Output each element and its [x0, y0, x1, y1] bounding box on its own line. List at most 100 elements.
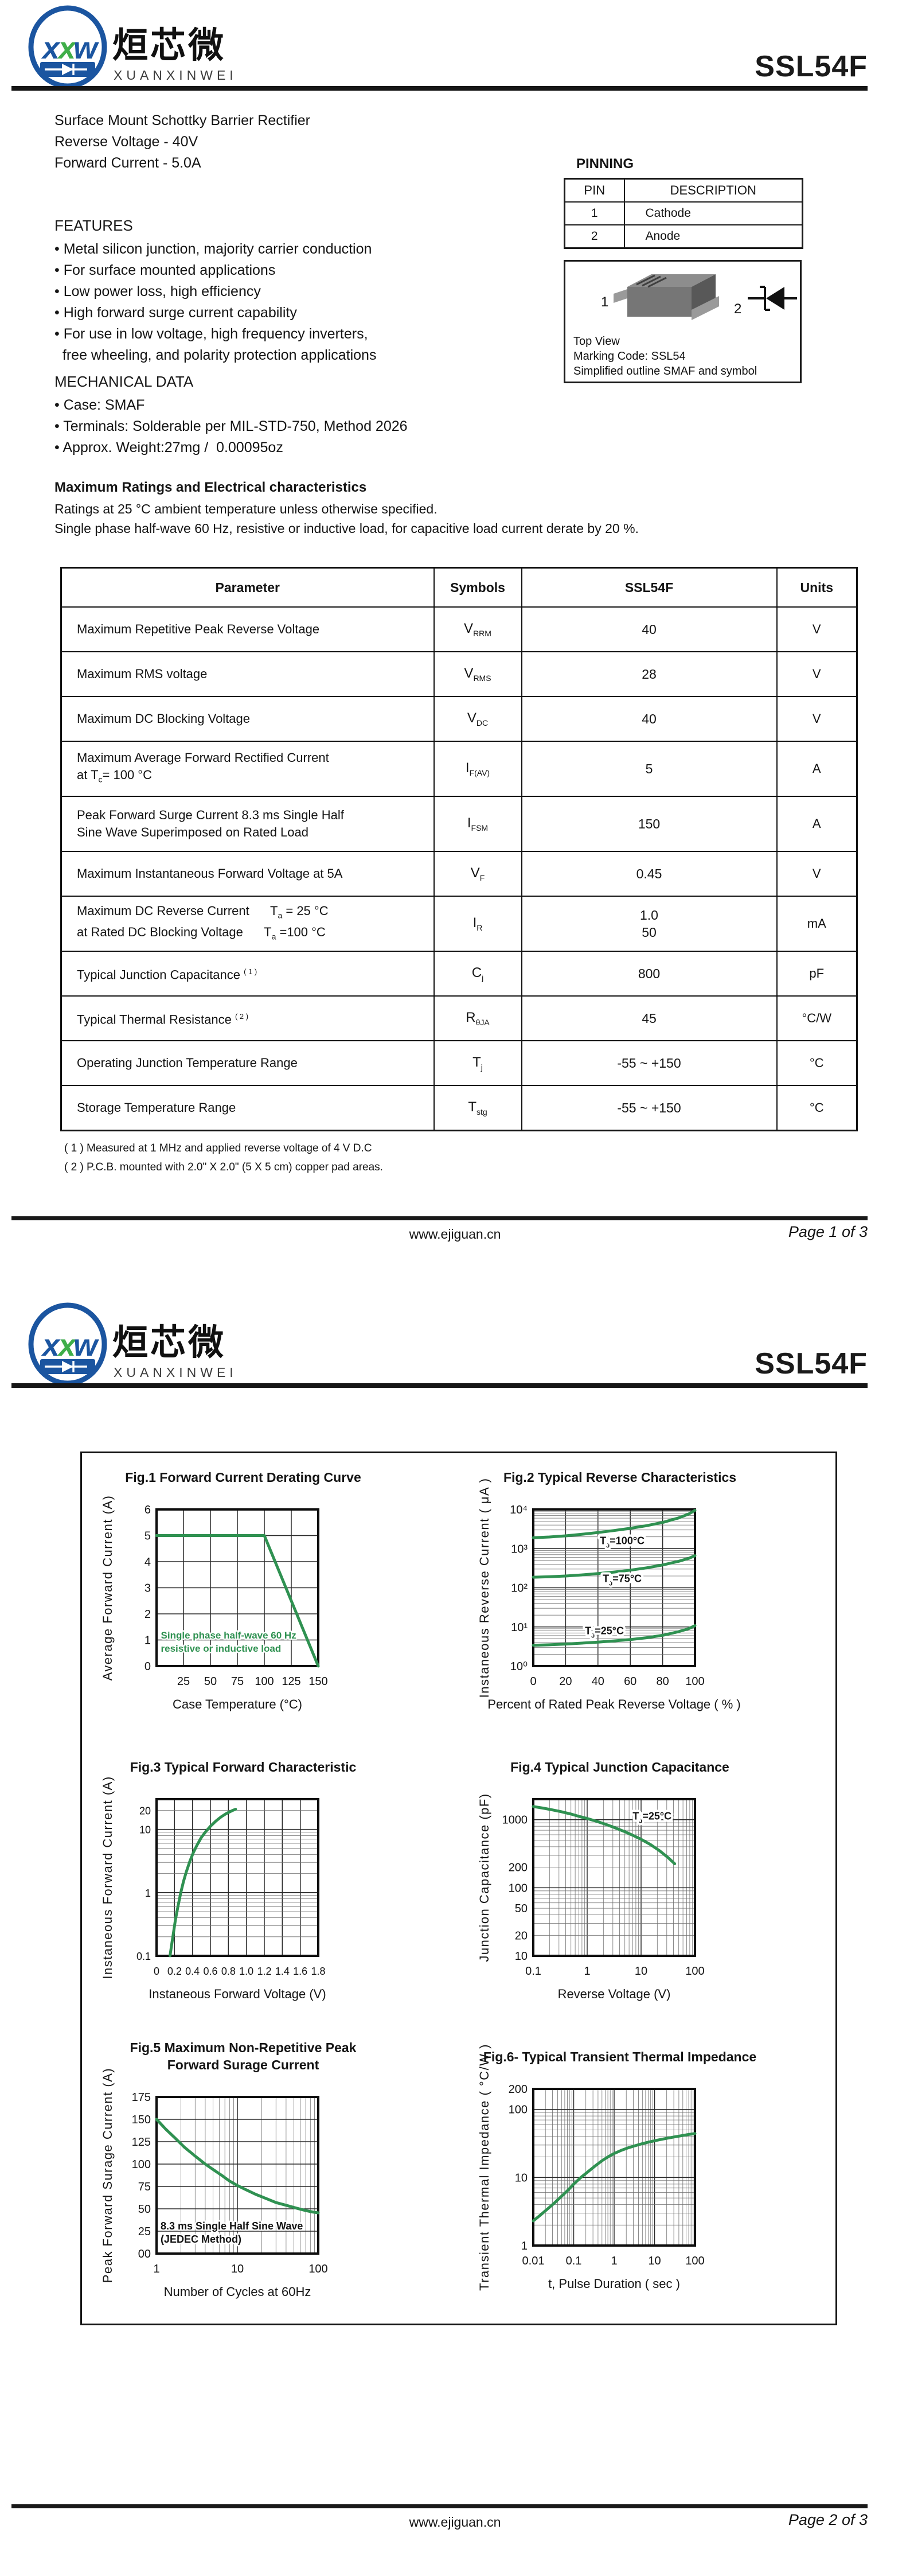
svg-text:50: 50	[138, 2203, 151, 2216]
list-line: • Low power loss, high efficiency	[54, 283, 261, 299]
logo-letter: x	[41, 31, 61, 65]
fig2-series	[532, 1554, 697, 1579]
unit-cell: °C	[776, 1040, 858, 1086]
svg-text:50: 50	[515, 1902, 528, 1915]
svg-text:60: 60	[624, 1675, 636, 1688]
ratings-header-row: Parameter Symbols SSL54F Units	[60, 567, 858, 608]
svg-text:0.4: 0.4	[185, 1966, 200, 1977]
svg-text:10⁴: 10⁴	[510, 1504, 528, 1516]
svg-text:100: 100	[255, 1675, 274, 1688]
svg-text:100: 100	[685, 1965, 704, 1978]
svg-text:150: 150	[308, 1675, 327, 1688]
logo-letter: w	[73, 31, 99, 65]
pin-number-cell: 1	[564, 201, 625, 225]
ratings-body: Maximum Repetitive Peak Reverse Voltage V…	[60, 606, 858, 1131]
pin-description-cell: Cathode	[623, 201, 803, 225]
package-caption-line: Top View	[573, 335, 620, 348]
unit-cell: V	[776, 851, 858, 897]
svg-text:Average Forward Current (A): Average Forward Current (A)	[100, 1495, 115, 1681]
fig5-series	[155, 2118, 320, 2215]
pin-number-cell: 2	[564, 224, 625, 249]
fig5-plot-border	[155, 2096, 319, 2255]
svg-text:10: 10	[231, 2263, 244, 2275]
svg-text:100: 100	[685, 1675, 704, 1688]
svg-text:5: 5	[144, 1530, 151, 1543]
value-cell: -55 ~ +150	[521, 1085, 778, 1131]
svg-text:40: 40	[592, 1675, 604, 1688]
unit-cell: °C	[776, 1085, 858, 1131]
svg-text:100: 100	[308, 2263, 327, 2275]
list-line: • Metal silicon junction, majority carri…	[54, 241, 372, 257]
pinning-row: 2 Anode	[564, 224, 803, 249]
value-cell: 5	[521, 741, 778, 797]
svg-text:1.2: 1.2	[257, 1966, 271, 1977]
svg-text:0.1: 0.1	[136, 1951, 151, 1962]
product-summary: Surface Mount Schottky Barrier Rectifier…	[54, 110, 310, 174]
unit-cell: mA	[776, 896, 858, 952]
package-captions: Top View Marking Code: SSL54 Simplified ou…	[573, 334, 757, 379]
svg-text:50: 50	[204, 1675, 217, 1688]
mechanical-list: • Case: SMAF • Terminals: Solderable per …	[54, 395, 408, 458]
unit-cell: pF	[776, 951, 858, 997]
svg-text:1000: 1000	[502, 1814, 528, 1827]
fig4-chart: TJ=25°C 0.1 1 10 100 10 20 50 100 200 1000 Fig.4 Ty…	[477, 1760, 729, 2001]
parameter-cell: Maximum RMS voltage	[60, 651, 435, 697]
logo-diode-icon	[40, 62, 95, 77]
unit-cell: A	[776, 796, 858, 852]
ratings-row: Storage Temperature Range Tstg -55 ~ +150 °…	[60, 1085, 858, 1131]
ratings-header-cell: Units	[776, 567, 858, 608]
list-line: • Terminals: Solderable per MIL-STD-750,…	[54, 418, 408, 434]
svg-text:0.1: 0.1	[566, 2255, 582, 2267]
footer-rule	[11, 2504, 868, 2508]
fig6-chart: 0.01 0.1 1 10 100 1 10 100 200 Fig.6- Typical Tra…	[477, 2044, 756, 2291]
symbol-cell: RθJA	[433, 995, 522, 1041]
fig6-series	[532, 2132, 697, 2223]
parameter-cell: Maximum Average Forward Rectified Curren…	[60, 741, 435, 797]
package-pin2-label: 2	[734, 301, 741, 317]
fig1-grid	[157, 1509, 319, 1667]
svg-text:Junction Capacitance (pF): Junction Capacitance (pF)	[477, 1793, 491, 1962]
value-cell: 28	[521, 651, 778, 697]
symbol-cell: Tstg	[433, 1085, 522, 1131]
svg-text:125: 125	[132, 2136, 151, 2149]
svg-text:0.8: 0.8	[221, 1966, 236, 1977]
parameter-cell: Typical Junction Capacitance ( 1 )	[60, 951, 435, 997]
fig4-grid	[533, 1799, 696, 1956]
svg-text:80: 80	[656, 1675, 669, 1688]
pinning-table: PIN DESCRIPTION 1 Cathode 2 Anode	[564, 178, 803, 249]
fig4-plot-border	[532, 1798, 696, 1957]
fig2-chart: TJ=100°C TJ=75°C TJ=25°C 0 20 40 60 80 100 10⁰ 10¹…	[477, 1470, 741, 1711]
ratings-row: Maximum DC Reverse Current Ta = 25 °C at …	[60, 896, 858, 952]
unit-cell: V	[776, 606, 858, 652]
svg-text:(JEDEC Method): (JEDEC Method)	[161, 2233, 241, 2245]
brand-latin-name: XUANXINWEI	[114, 68, 237, 83]
svg-text:8.3 ms Single Half Sine Wave: 8.3 ms Single Half Sine Wave	[161, 2220, 303, 2232]
svg-text:Fig.2 Typical Reverse Charact: Fig.2 Typical Reverse Characteristics	[503, 1470, 736, 1485]
svg-text:6: 6	[144, 1504, 151, 1516]
ratings-header-cell: SSL54F	[521, 567, 778, 608]
svg-text:1: 1	[521, 2240, 528, 2252]
svg-text:3: 3	[144, 1582, 151, 1595]
symbol-cell: IF(AV)	[433, 741, 522, 797]
ratings-row: Operating Junction Temperature Range Tj -5…	[60, 1040, 858, 1086]
pinning-header-cell: PIN	[564, 178, 625, 203]
svg-text:100: 100	[509, 2104, 528, 2116]
pin-description-cell: Anode	[623, 224, 803, 249]
ratings-row: Maximum Average Forward Rectified Curren…	[60, 741, 858, 797]
svg-text:0.6: 0.6	[203, 1966, 217, 1977]
svg-text:0: 0	[530, 1675, 536, 1688]
logo-letter: x	[41, 1328, 61, 1363]
svg-text:1.6: 1.6	[293, 1966, 307, 1977]
ratings-note-2: Single phase half-wave 60 Hz, resistive …	[54, 521, 639, 536]
list-line: • For use in low voltage, high frequency…	[54, 326, 368, 342]
ratings-row: Maximum Repetitive Peak Reverse Voltage V…	[60, 606, 858, 652]
logo-letter: x	[57, 1328, 77, 1363]
ratings-row: Typical Junction Capacitance ( 1 ) Cj 800 p…	[60, 951, 858, 997]
summary-line: Reverse Voltage - 40V	[54, 134, 198, 150]
svg-text:TJ=100°C: TJ=100°C	[600, 1535, 645, 1549]
footnote-line: ( 1 ) Measured at 1 MHz and applied reve…	[64, 1142, 372, 1154]
list-line: free wheeling, and polarity protection a…	[54, 347, 377, 363]
footer-site-url: www.ejiguan.cn	[409, 1227, 501, 1242]
pinning-body: 1 Cathode 2 Anode	[564, 201, 803, 249]
